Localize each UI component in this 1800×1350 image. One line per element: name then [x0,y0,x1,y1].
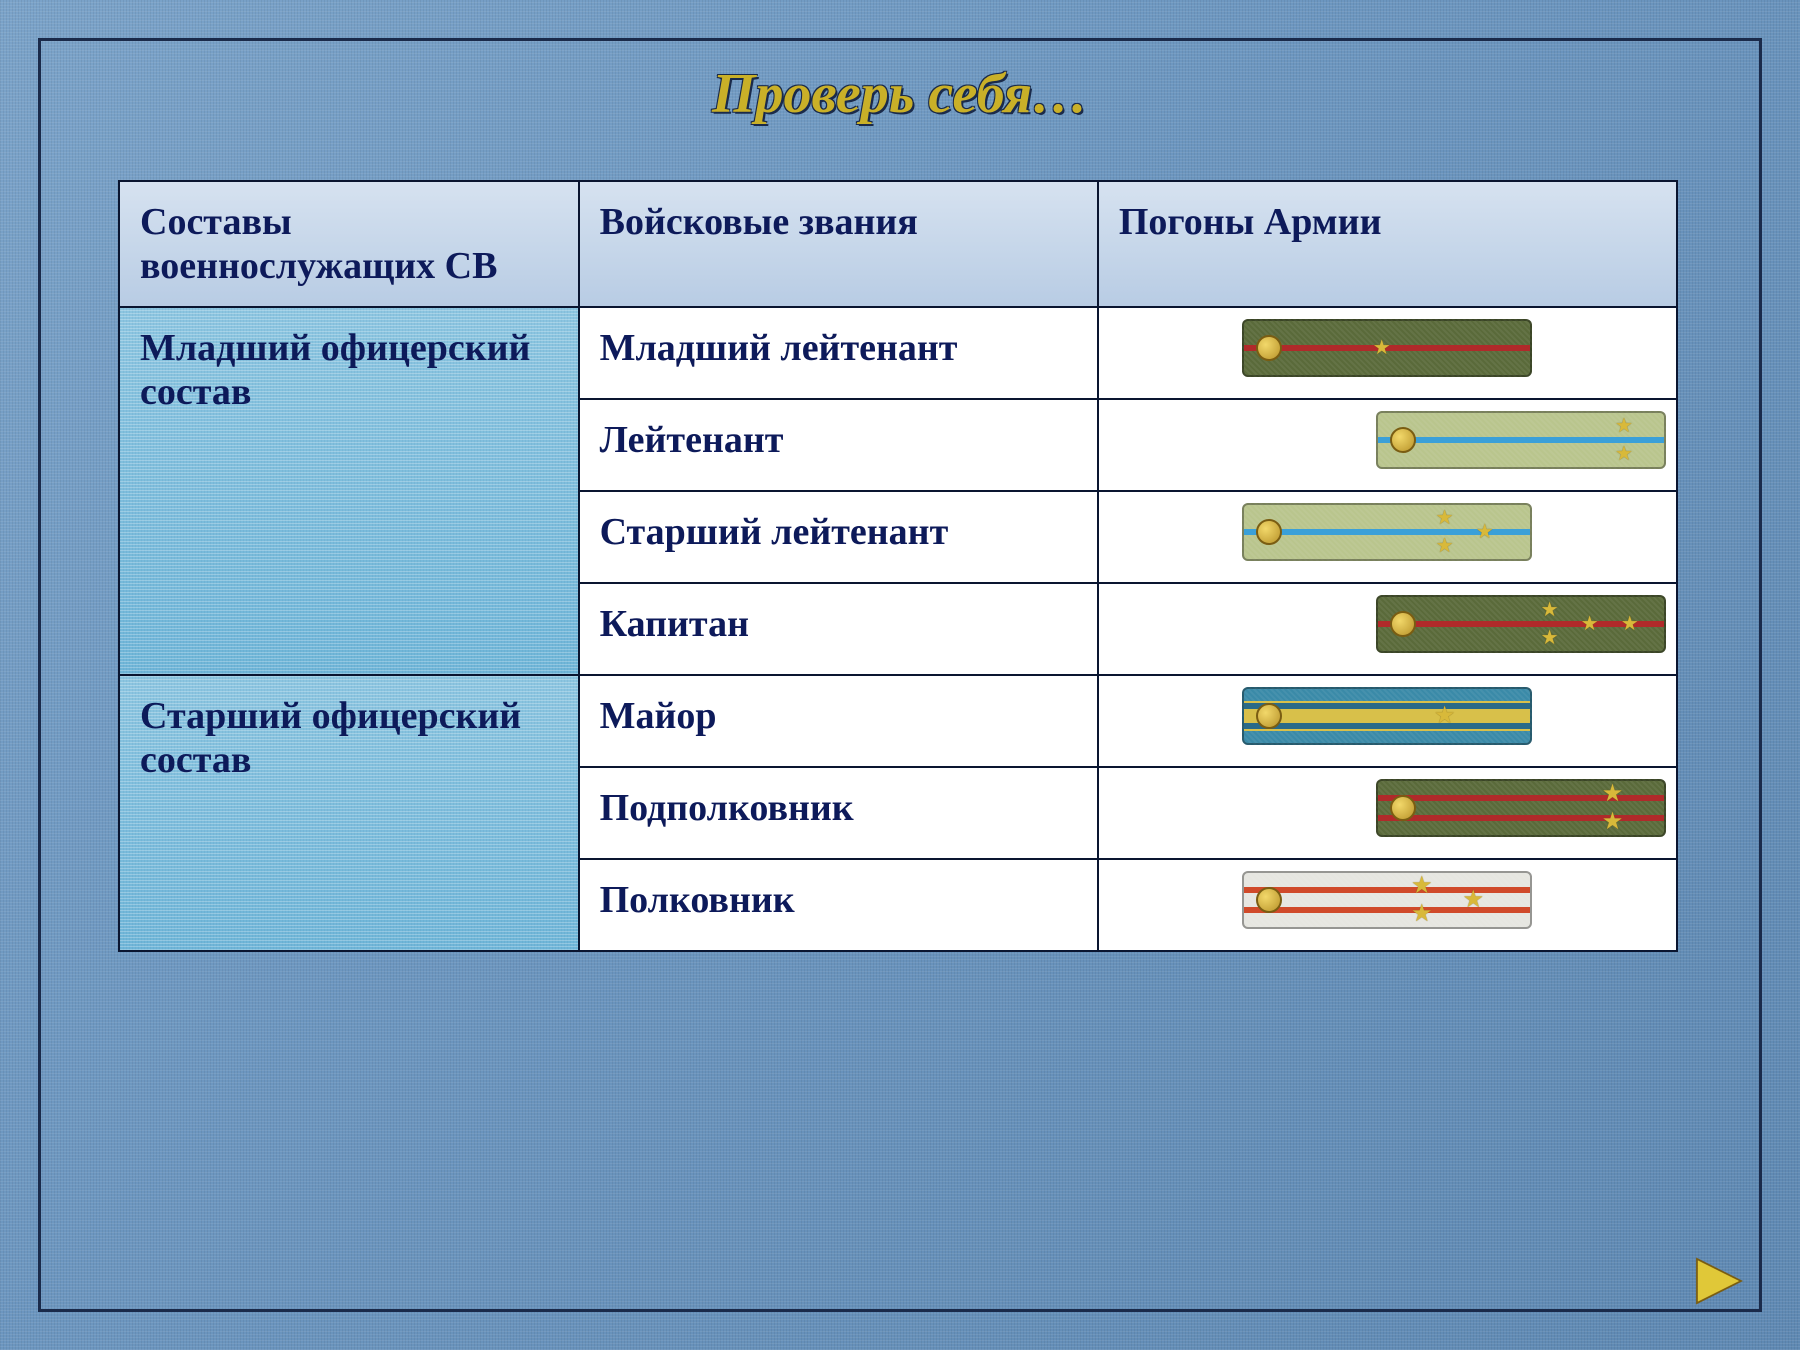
shoulder-board: ★ [1242,687,1532,745]
star-icon: ★ [1476,522,1494,542]
board-button [1256,703,1282,729]
star-icon: ★ [1373,338,1391,358]
rank-cell: Майор [579,675,1098,767]
board-button [1390,611,1416,637]
board-stripe [1244,887,1530,893]
board-button [1256,519,1282,545]
board-button [1256,887,1282,913]
star-icon: ★ [1541,628,1559,648]
insignia-cell: ★ ★ ★ ★ [1098,583,1677,675]
table-row: Младший офицерский составМладший лейтена… [119,307,1677,399]
rank-cell: Лейтенант [579,399,1098,491]
star-icon: ★ [1621,614,1639,634]
rank-cell: Капитан [579,583,1098,675]
insignia-cell: ★★ [1098,399,1677,491]
insignia-cell: ★ ★ ★ [1098,491,1677,583]
shoulder-board: ★ ★ ★ ★ [1376,595,1666,653]
col-header-category: Составы военнослужащих СВ [119,181,579,307]
insignia-cell: ★ ★ ★ [1098,859,1677,951]
star-icon: ★ [1615,444,1633,464]
category-cell: Старший офицерский состав [119,675,579,951]
shoulder-board: ★ ★ ★ [1242,871,1532,929]
shoulder-board: ★ [1242,319,1532,377]
insignia-cell: ★★ [1098,767,1677,859]
rank-cell: Полковник [579,859,1098,951]
star-icon: ★ [1434,704,1456,728]
insignia-cell: ★ [1098,675,1677,767]
arrow-right-icon [1690,1252,1748,1310]
shoulder-board: ★ ★ ★ [1242,503,1532,561]
table-row: Старший офицерский составМайор★ [119,675,1677,767]
star-icon: ★ [1462,888,1484,912]
board-button [1256,335,1282,361]
col-header-insignia: Погоны Армии [1098,181,1677,307]
star-icon: ★ [1602,810,1624,834]
table-header-row: Составы военнослужащих СВ Войсковые зван… [119,181,1677,307]
star-icon: ★ [1436,508,1454,528]
shoulder-board: ★★ [1376,779,1666,837]
star-icon: ★ [1411,902,1433,926]
insignia-cell: ★ [1098,307,1677,399]
board-stripe [1244,723,1530,729]
category-cell: Младший офицерский состав [119,307,579,675]
page-title: Проверь себя… [0,62,1800,126]
board-stripe [1244,907,1530,913]
star-icon: ★ [1615,416,1633,436]
star-icon: ★ [1411,874,1433,898]
board-stripe [1244,703,1530,709]
rank-cell: Старший лейтенант [579,491,1098,583]
col-header-rank: Войсковые звания [579,181,1098,307]
next-slide-button[interactable] [1690,1252,1748,1310]
board-button [1390,795,1416,821]
star-icon: ★ [1581,614,1599,634]
star-icon: ★ [1541,600,1559,620]
rank-cell: Подполковник [579,767,1098,859]
shoulder-board: ★★ [1376,411,1666,469]
rank-cell: Младший лейтенант [579,307,1098,399]
star-icon: ★ [1602,782,1624,806]
star-icon: ★ [1436,536,1454,556]
board-button [1390,427,1416,453]
ranks-table: Составы военнослужащих СВ Войсковые зван… [118,180,1678,952]
ranks-table-container: Составы военнослужащих СВ Войсковые зван… [118,180,1678,952]
